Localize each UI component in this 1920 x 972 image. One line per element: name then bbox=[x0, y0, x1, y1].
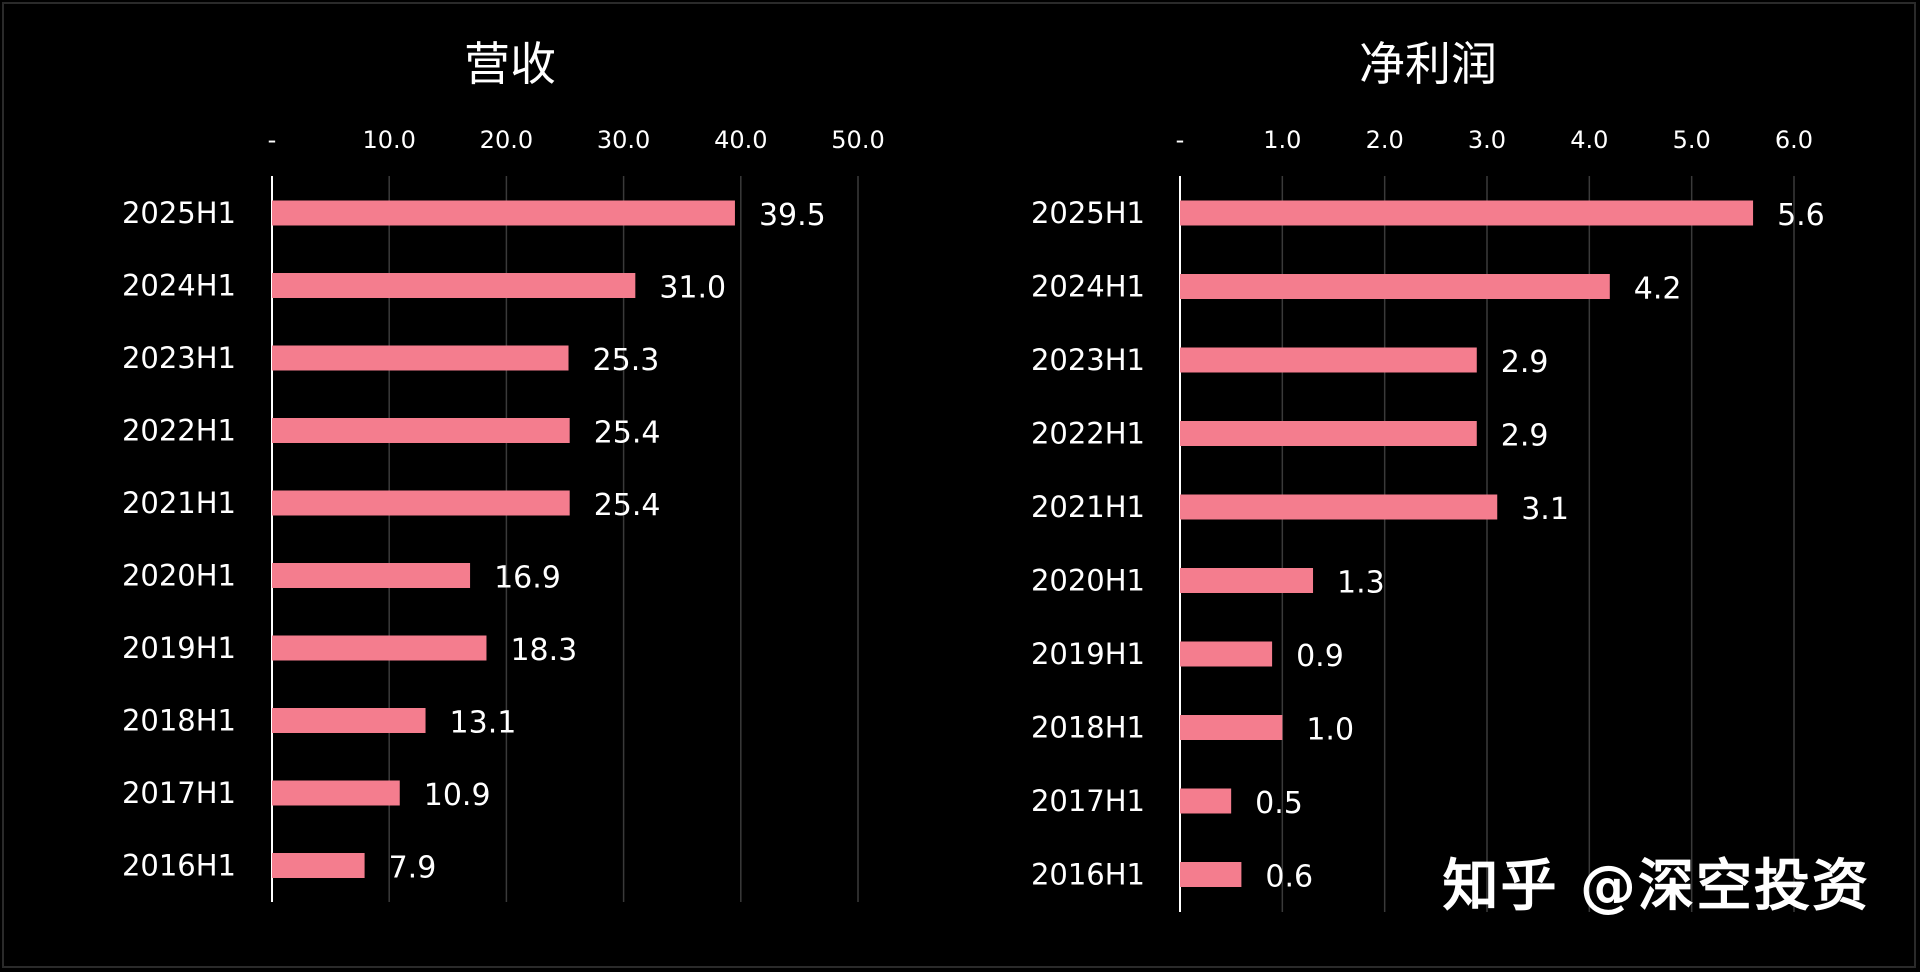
chart1-data-label: 31.0 bbox=[659, 271, 726, 306]
chart2-title: 净利润 bbox=[1359, 37, 1497, 91]
chart1-category-label: 2020H1 bbox=[122, 559, 236, 593]
chart2-bar bbox=[1180, 347, 1477, 373]
chart1-category-label: 2024H1 bbox=[122, 269, 236, 303]
chart1-category-label: 2017H1 bbox=[122, 776, 236, 810]
chart2-tick-label: 5.0 bbox=[1673, 126, 1711, 154]
chart1-data-label: 25.4 bbox=[594, 488, 661, 523]
chart2-bar bbox=[1180, 788, 1232, 814]
chart1-tick-label: 40.0 bbox=[714, 126, 767, 154]
chart1-category-label: 2019H1 bbox=[122, 631, 236, 665]
chart1-bar bbox=[272, 780, 400, 806]
chart2-category-label: 2016H1 bbox=[1031, 858, 1145, 892]
chart2-tick-label: 2.0 bbox=[1366, 126, 1404, 154]
chart2-data-label: 2.9 bbox=[1501, 345, 1549, 380]
chart1-tick-label: 30.0 bbox=[597, 126, 650, 154]
chart1-bar bbox=[272, 563, 471, 588]
chart2-category-label: 2019H1 bbox=[1031, 637, 1145, 671]
chart1-data-label: 18.3 bbox=[510, 633, 577, 668]
chart1-category-label: 2025H1 bbox=[122, 196, 236, 230]
chart1-data-label: 39.5 bbox=[759, 198, 826, 233]
chart2-category-label: 2017H1 bbox=[1031, 784, 1145, 818]
chart2-data-label: 0.9 bbox=[1296, 639, 1344, 674]
chart1-data-label: 25.4 bbox=[594, 416, 661, 451]
chart1-title: 营收 bbox=[464, 37, 556, 91]
chart2-category-label: 2024H1 bbox=[1031, 270, 1145, 304]
chart1-category-label: 2021H1 bbox=[122, 486, 236, 520]
chart2-tick-label: - bbox=[1176, 126, 1185, 154]
chart2-bar bbox=[1180, 274, 1610, 299]
chart2-category-label: 2020H1 bbox=[1031, 564, 1145, 598]
chart2-bar bbox=[1180, 200, 1754, 226]
chart1-category-label: 2018H1 bbox=[122, 704, 236, 738]
chart2-data-label: 5.6 bbox=[1777, 198, 1825, 233]
chart1-data-label: 7.9 bbox=[389, 851, 437, 886]
chart2-bar bbox=[1180, 421, 1477, 446]
chart2-data-label: 3.1 bbox=[1521, 492, 1569, 527]
chart1-tick-label: 50.0 bbox=[831, 126, 884, 154]
chart1-bar bbox=[272, 635, 487, 661]
chart2-tick-label: 3.0 bbox=[1468, 126, 1506, 154]
chart1-category-label: 2016H1 bbox=[122, 849, 236, 883]
chart1-data-label: 10.9 bbox=[424, 778, 491, 813]
chart1-tick-label: 20.0 bbox=[480, 126, 533, 154]
chart2-data-label: 0.5 bbox=[1255, 786, 1303, 821]
chart1-bar bbox=[272, 418, 570, 443]
chart2-category-label: 2023H1 bbox=[1031, 343, 1145, 377]
chart1-bar bbox=[272, 273, 636, 298]
chart2-bar bbox=[1180, 862, 1242, 887]
chart2-tick-label: 6.0 bbox=[1775, 126, 1813, 154]
chart1-bar bbox=[272, 200, 735, 226]
chart2-data-label: 4.2 bbox=[1634, 272, 1682, 307]
chart1-data-label: 25.3 bbox=[593, 343, 660, 378]
chart1-bar bbox=[272, 853, 365, 878]
chart2-data-label: 1.0 bbox=[1306, 713, 1354, 748]
chart2-category-label: 2022H1 bbox=[1031, 417, 1145, 451]
chart2-category-label: 2018H1 bbox=[1031, 711, 1145, 745]
chart1-data-label: 13.1 bbox=[450, 706, 517, 741]
chart2-data-label: 2.9 bbox=[1501, 419, 1549, 454]
chart2-tick-label: 1.0 bbox=[1263, 126, 1301, 154]
chart2-bar bbox=[1180, 568, 1314, 593]
watermark-text: 知乎 @深空投资 bbox=[1442, 854, 1870, 919]
chart1-bar bbox=[272, 490, 570, 516]
chart2-bar bbox=[1180, 715, 1283, 740]
chart2-bar bbox=[1180, 494, 1498, 520]
chart1-bar bbox=[272, 708, 426, 733]
chart1-tick-label: 10.0 bbox=[362, 126, 415, 154]
chart2-bar bbox=[1180, 641, 1273, 667]
chart1-category-label: 2023H1 bbox=[122, 341, 236, 375]
chart2-data-label: 1.3 bbox=[1337, 566, 1385, 601]
chart1-bar bbox=[272, 345, 569, 371]
chart2-category-label: 2021H1 bbox=[1031, 490, 1145, 524]
chart2-category-label: 2025H1 bbox=[1031, 196, 1145, 230]
chart2-tick-label: 4.0 bbox=[1570, 126, 1608, 154]
chart1-data-label: 16.9 bbox=[494, 561, 561, 596]
chart1-tick-label: - bbox=[268, 126, 277, 154]
chart2-data-label: 0.6 bbox=[1265, 860, 1313, 895]
chart1-category-label: 2022H1 bbox=[122, 414, 236, 448]
